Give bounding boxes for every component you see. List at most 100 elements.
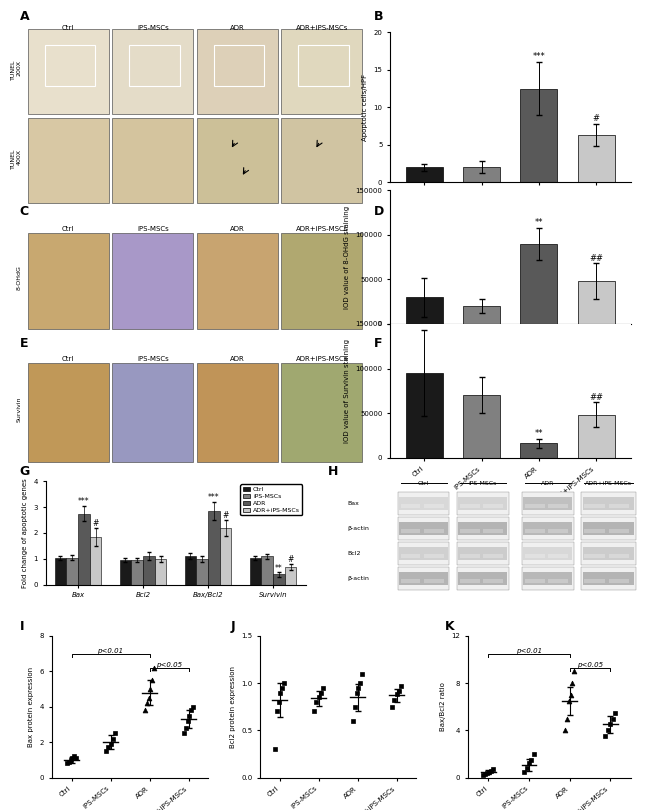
Legend: Ctrl, iPS-MSCs, ADR, ADR+iPS-MSCs: Ctrl, iPS-MSCs, ADR, ADR+iPS-MSCs: [240, 484, 302, 515]
FancyBboxPatch shape: [457, 567, 509, 590]
FancyBboxPatch shape: [112, 29, 193, 113]
FancyBboxPatch shape: [582, 548, 634, 560]
Bar: [406, 297, 443, 324]
FancyBboxPatch shape: [582, 573, 634, 586]
Text: ***: ***: [532, 53, 545, 62]
Bar: [520, 244, 558, 324]
Bar: [220, 528, 231, 585]
Text: Ctrl: Ctrl: [62, 356, 75, 362]
Text: #: #: [593, 114, 600, 123]
Bar: [90, 537, 101, 585]
FancyBboxPatch shape: [548, 554, 568, 558]
Y-axis label: IOD value of 8-OHdG staining: IOD value of 8-OHdG staining: [344, 206, 350, 309]
Bar: [208, 511, 220, 585]
FancyBboxPatch shape: [112, 363, 193, 463]
FancyBboxPatch shape: [525, 504, 545, 508]
Bar: [120, 561, 131, 585]
Text: β-actin: β-actin: [348, 576, 369, 582]
FancyBboxPatch shape: [608, 579, 629, 583]
FancyBboxPatch shape: [584, 554, 605, 558]
Text: ADR: ADR: [230, 356, 244, 362]
FancyBboxPatch shape: [460, 529, 480, 533]
FancyBboxPatch shape: [112, 232, 193, 329]
Text: ADR: ADR: [541, 481, 554, 486]
FancyBboxPatch shape: [523, 548, 572, 560]
FancyBboxPatch shape: [281, 363, 362, 463]
FancyBboxPatch shape: [608, 529, 629, 533]
Text: iPS-MSCs: iPS-MSCs: [137, 25, 168, 32]
Text: ADR: ADR: [230, 25, 244, 32]
Text: **: **: [275, 564, 283, 573]
Text: iPS-MSCs: iPS-MSCs: [137, 356, 168, 362]
FancyBboxPatch shape: [582, 522, 634, 535]
Text: ##: ##: [589, 254, 603, 262]
Text: E: E: [20, 337, 28, 350]
Text: Bax: Bax: [348, 501, 359, 505]
Text: ADR: ADR: [230, 226, 244, 232]
FancyBboxPatch shape: [581, 567, 636, 590]
Text: C: C: [20, 205, 29, 218]
Text: Ctrl: Ctrl: [62, 25, 75, 32]
FancyBboxPatch shape: [523, 573, 572, 586]
Bar: [463, 306, 500, 324]
Bar: [143, 556, 155, 585]
Text: Ctrl: Ctrl: [418, 481, 429, 486]
FancyBboxPatch shape: [400, 554, 421, 558]
FancyBboxPatch shape: [522, 492, 574, 515]
Text: iPS-MSCs: iPS-MSCs: [469, 481, 497, 486]
FancyBboxPatch shape: [28, 29, 109, 113]
FancyBboxPatch shape: [398, 492, 450, 515]
FancyBboxPatch shape: [399, 497, 448, 509]
Text: p<0.05: p<0.05: [156, 662, 182, 668]
Text: #: #: [222, 511, 229, 521]
Bar: [78, 514, 90, 585]
Bar: [250, 557, 261, 585]
FancyBboxPatch shape: [281, 232, 362, 329]
FancyBboxPatch shape: [581, 492, 636, 515]
FancyBboxPatch shape: [28, 363, 109, 463]
FancyBboxPatch shape: [458, 497, 507, 509]
FancyBboxPatch shape: [584, 579, 605, 583]
FancyBboxPatch shape: [608, 554, 629, 558]
FancyBboxPatch shape: [584, 504, 605, 508]
Text: ***: ***: [78, 497, 90, 506]
Bar: [285, 567, 296, 585]
FancyBboxPatch shape: [281, 29, 362, 113]
Text: ADR+iPS-MSCs: ADR+iPS-MSCs: [296, 226, 348, 232]
Text: ADR+iPS-MSCs: ADR+iPS-MSCs: [296, 25, 348, 32]
FancyBboxPatch shape: [460, 579, 480, 583]
Text: TUNEL
200X: TUNEL 200X: [11, 60, 21, 80]
FancyBboxPatch shape: [483, 504, 503, 508]
Bar: [578, 415, 615, 458]
Y-axis label: Bcl2 protein expression: Bcl2 protein expression: [229, 666, 235, 748]
Text: Survivin: Survivin: [17, 396, 21, 422]
Bar: [578, 135, 615, 182]
Bar: [155, 559, 166, 585]
FancyBboxPatch shape: [460, 504, 480, 508]
FancyBboxPatch shape: [197, 118, 278, 202]
FancyBboxPatch shape: [581, 517, 636, 540]
Y-axis label: Bax protein expression: Bax protein expression: [29, 667, 34, 747]
Text: #: #: [92, 519, 99, 528]
FancyBboxPatch shape: [197, 232, 278, 329]
FancyBboxPatch shape: [523, 497, 572, 509]
FancyBboxPatch shape: [400, 504, 421, 508]
FancyBboxPatch shape: [458, 548, 507, 560]
FancyBboxPatch shape: [398, 542, 450, 565]
Bar: [463, 395, 500, 458]
FancyBboxPatch shape: [457, 517, 509, 540]
FancyBboxPatch shape: [424, 504, 444, 508]
Text: #: #: [287, 555, 294, 564]
Text: F: F: [374, 337, 382, 350]
FancyBboxPatch shape: [581, 542, 636, 565]
FancyBboxPatch shape: [483, 529, 503, 533]
Text: p<0.01: p<0.01: [516, 648, 542, 654]
Text: 8-OHdG: 8-OHdG: [17, 265, 21, 290]
Bar: [520, 88, 558, 182]
FancyBboxPatch shape: [522, 542, 574, 565]
FancyBboxPatch shape: [523, 522, 572, 535]
Bar: [578, 281, 615, 324]
Y-axis label: Bax/Bcl2 ratio: Bax/Bcl2 ratio: [440, 682, 446, 731]
Y-axis label: Fold change of apoptotic genes: Fold change of apoptotic genes: [22, 478, 28, 588]
FancyBboxPatch shape: [457, 542, 509, 565]
